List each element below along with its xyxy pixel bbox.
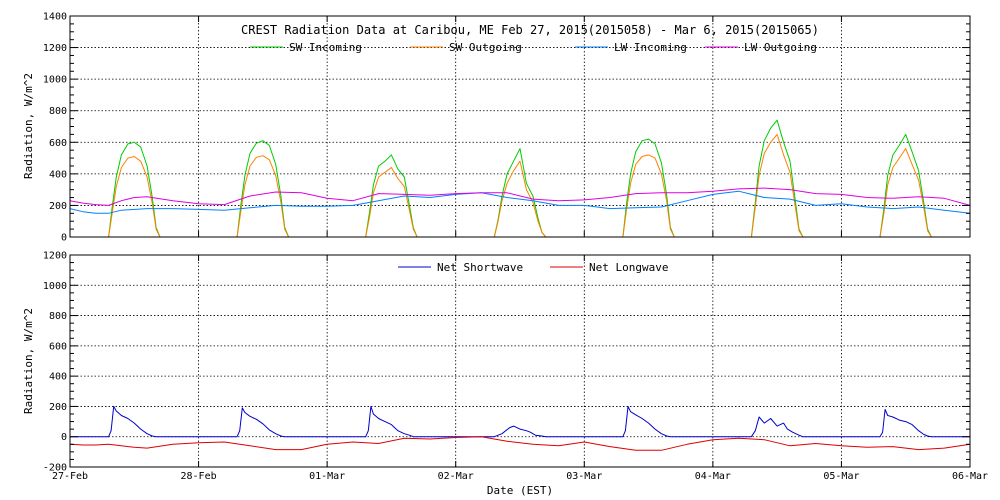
x-tick-label: 06-Mar	[952, 471, 988, 482]
chart-title: CREST Radiation Data at Caribou, ME Feb …	[241, 23, 819, 37]
x-tick-label: 28-Feb	[181, 471, 217, 482]
top-y-axis-label: Radiation, W/m^2	[22, 73, 35, 179]
x-axis-label: Date (EST)	[487, 484, 553, 497]
top-y-tick-label: 0	[61, 233, 67, 244]
series-line-net-longwave	[69, 436, 971, 451]
x-tick-label: 27-Feb	[52, 471, 88, 482]
x-tick-label: 03-Mar	[566, 471, 602, 482]
top-y-tick-label: 400	[49, 169, 67, 180]
bottom-series	[69, 405, 971, 451]
top-y-tick-label: 200	[49, 201, 67, 212]
bottom-y-ticks: -200 0 200 400 600 800 1000 1200	[43, 251, 971, 474]
bottom-legend: Net Shortwave Net Longwave	[398, 261, 668, 274]
legend-label-sw-outgoing: SW Outgoing	[449, 41, 522, 54]
legend-label-sw-incoming: SW Incoming	[289, 41, 362, 54]
series-line-sw-outgoing	[70, 133, 970, 238]
bottom-y-axis-label: Radiation, W/m^2	[22, 308, 35, 414]
legend-label-lw-incoming: LW Incoming	[614, 41, 687, 54]
bottom-y-tick-label: 400	[49, 372, 67, 383]
x-tick-label: 04-Mar	[695, 471, 731, 482]
top-y-tick-label: 1200	[43, 43, 67, 54]
top-panel: 0 200 400 600 800 1000 1200 1400 CREST Radiatio…	[22, 12, 971, 244]
bottom-y-tick-label: 200	[49, 402, 67, 413]
series-line-lw-incoming	[69, 190, 971, 214]
series-line-lw-outgoing	[69, 187, 971, 206]
bottom-y-tick-label: 1200	[43, 251, 67, 262]
legend-label-net-longwave: Net Longwave	[589, 261, 668, 274]
bottom-y-tick-label: 0	[61, 432, 67, 443]
bottom-y-tick-label: 800	[49, 311, 67, 322]
bottom-y-tick-label: -200	[43, 463, 67, 474]
x-tick-label: 05-Mar	[823, 471, 859, 482]
legend-label-net-shortwave: Net Shortwave	[437, 261, 523, 274]
top-y-tick-label: 600	[49, 138, 67, 149]
series-line-net-shortwave	[70, 405, 970, 438]
x-tick-label: 02-Mar	[438, 471, 474, 482]
x-tick-label: 01-Mar	[309, 471, 345, 482]
bottom-y-tick-label: 1000	[43, 281, 67, 292]
bottom-panel: -200 0 200 400 600 800 1000 1200 27-Feb 28-Feb 01…	[22, 251, 988, 498]
top-y-tick-label: 800	[49, 106, 67, 117]
top-series	[69, 119, 971, 238]
legend-label-lw-outgoing: LW Outgoing	[744, 41, 817, 54]
top-y-tick-label: 1000	[43, 75, 67, 86]
top-legend: SW Incoming SW Outgoing LW Incoming LW Outg…	[250, 41, 817, 54]
top-y-ticks: 0 200 400 600 800 1000 1200 1400	[43, 12, 971, 244]
bottom-x-ticks: 27-Feb 28-Feb 01-Mar 02-Mar 03-Mar 04-Mar 05-M…	[52, 471, 988, 482]
bottom-y-tick-label: 600	[49, 341, 67, 352]
top-y-tick-label: 1400	[43, 12, 67, 23]
